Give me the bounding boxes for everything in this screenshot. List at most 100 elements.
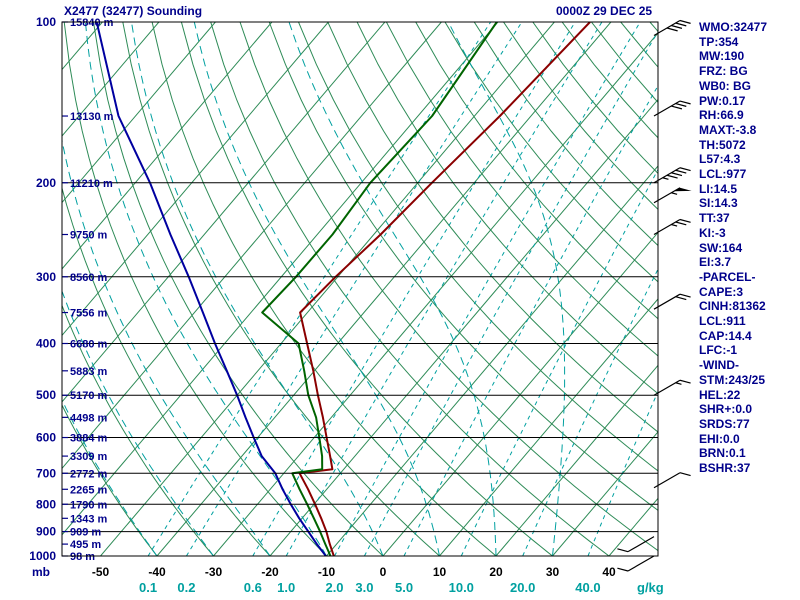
stats-line: LCL:977 [699, 167, 747, 182]
height-label: 8560 m [70, 272, 108, 284]
wind-barb [617, 536, 655, 553]
mixing-ratio-line [587, 390, 658, 556]
moist-adiabat-line [131, 22, 384, 556]
height-label: 4498 m [70, 412, 108, 424]
wet-bulb-curve [261, 22, 498, 556]
wind-barb [653, 379, 691, 396]
mixing-ratio-line [363, 30, 658, 556]
stats-line: MAXT:-3.8 [699, 122, 757, 137]
stats-line: SI:14.3 [699, 196, 738, 211]
wind-barb [653, 19, 691, 37]
mixing-ratio-label: 3.0 [355, 580, 373, 595]
wind-barb [653, 187, 692, 204]
wind-barb-feather [617, 548, 629, 553]
dry-adiabat-line [62, 186, 271, 556]
plot-border [61, 21, 659, 557]
wind-barb-feather [671, 24, 683, 29]
wind-barb-feather [675, 22, 687, 27]
stats-line: RH:66.9 [699, 108, 744, 123]
temp-label: -50 [92, 565, 110, 579]
moist-adiabat-line [447, 22, 566, 556]
moist-adiabat-line [288, 22, 497, 556]
stats-line: CAP:14.4 [699, 328, 752, 343]
mixing-ratio-label: 5.0 [395, 580, 413, 595]
isotherm-line [213, 32, 658, 556]
stats-line: WMO:32477 [699, 20, 768, 34]
mixing-unit-label: g/kg [637, 580, 664, 595]
stats-panel: WMO:32477 TP:354 MW:190 FRZ: BG WB0: BG PW:0.… [699, 20, 767, 476]
height-label: 7556 m [70, 308, 108, 320]
height-label: 2772 m [70, 468, 108, 480]
wind-barb-feather [679, 100, 691, 105]
wind-barb-feather [671, 172, 683, 177]
mixing-ratio-label: 0.1 [139, 580, 157, 595]
mixing-ratio-label: 10.0 [449, 580, 474, 595]
mixing-ratio-line [185, 22, 523, 556]
isotherm-line [495, 364, 658, 556]
wind-barb-feather [675, 296, 687, 301]
mixing-ratio-line [285, 22, 603, 556]
isotherm-line [62, 22, 216, 204]
mixing-ratio-label: 1.0 [277, 580, 295, 595]
stats-line: LFC:-1 [699, 343, 737, 358]
dry-adiabat-line [180, 22, 553, 556]
wind-barb-feather [675, 102, 687, 107]
height-label: 13130 m [70, 111, 114, 123]
temp-label: -20 [261, 565, 279, 579]
moist-adiabat-line [62, 137, 271, 556]
wind-barb-feather [679, 218, 691, 223]
stats-line: EHI:0.0 [699, 431, 740, 446]
height-label: 2265 m [70, 484, 108, 496]
height-label: 98 m [70, 551, 95, 563]
stats-line: MW:190 [699, 49, 745, 64]
stats-line: TP:354 [699, 34, 739, 49]
wind-barb [617, 555, 655, 572]
height-label: 15840 m [70, 17, 114, 29]
wind-barb-flag [673, 187, 692, 192]
pressure-label: 900 [36, 525, 56, 539]
mixing-ratio-label: 0.6 [244, 580, 262, 595]
pressure-label: 300 [36, 270, 56, 284]
mixing-ratio-label: 40.0 [575, 580, 600, 595]
mixing-ratio-line [403, 84, 658, 556]
isoline-layer [62, 22, 658, 556]
mixing-ratio-line [522, 268, 658, 556]
mixing-ratio-line [252, 22, 576, 556]
stats-line: -WIND- [699, 358, 739, 373]
wind-barb-half-feather [671, 192, 678, 195]
dry-adiabat-line [591, 22, 658, 103]
dry-adiabat-line [239, 22, 658, 552]
height-label: 9750 m [70, 229, 108, 241]
wind-barb-feather [679, 379, 691, 384]
stats-line: TT:37 [699, 211, 730, 226]
isotherm-line [269, 98, 658, 556]
height-label: 1790 m [70, 499, 108, 511]
stats-line: EI:3.7 [699, 255, 732, 270]
isotherm-line [62, 22, 160, 137]
wind-barb [653, 293, 691, 310]
stats-line: L57:4.3 [699, 152, 741, 167]
wind-barb-half-feather [675, 382, 682, 385]
dry-adiabat-line [62, 403, 158, 556]
wind-barb-half-feather [662, 177, 669, 180]
wind-barb-feather [679, 293, 691, 298]
wind-barb-feather [675, 169, 687, 174]
isotherm-line [100, 22, 555, 556]
height-label: 495 m [70, 539, 101, 551]
wind-barb [653, 100, 691, 117]
height-label: 11210 m [70, 178, 113, 190]
stats-line: -PARCEL- [699, 269, 756, 284]
stats-line: WB0: BG [699, 78, 751, 93]
pressure-label: 200 [36, 176, 56, 190]
wind-barb-half-feather [671, 223, 678, 227]
temp-label: -10 [318, 565, 336, 579]
pressure-label: 400 [36, 337, 56, 351]
stats-line: LI:14.5 [699, 181, 738, 196]
dry-adiabat-line [62, 304, 214, 556]
stats-line: SHR+:0.0 [699, 402, 753, 417]
isotherm-line [62, 22, 329, 337]
stats-line: FRZ: BG [699, 64, 748, 79]
stats-line: BSHR:37 [699, 461, 751, 476]
